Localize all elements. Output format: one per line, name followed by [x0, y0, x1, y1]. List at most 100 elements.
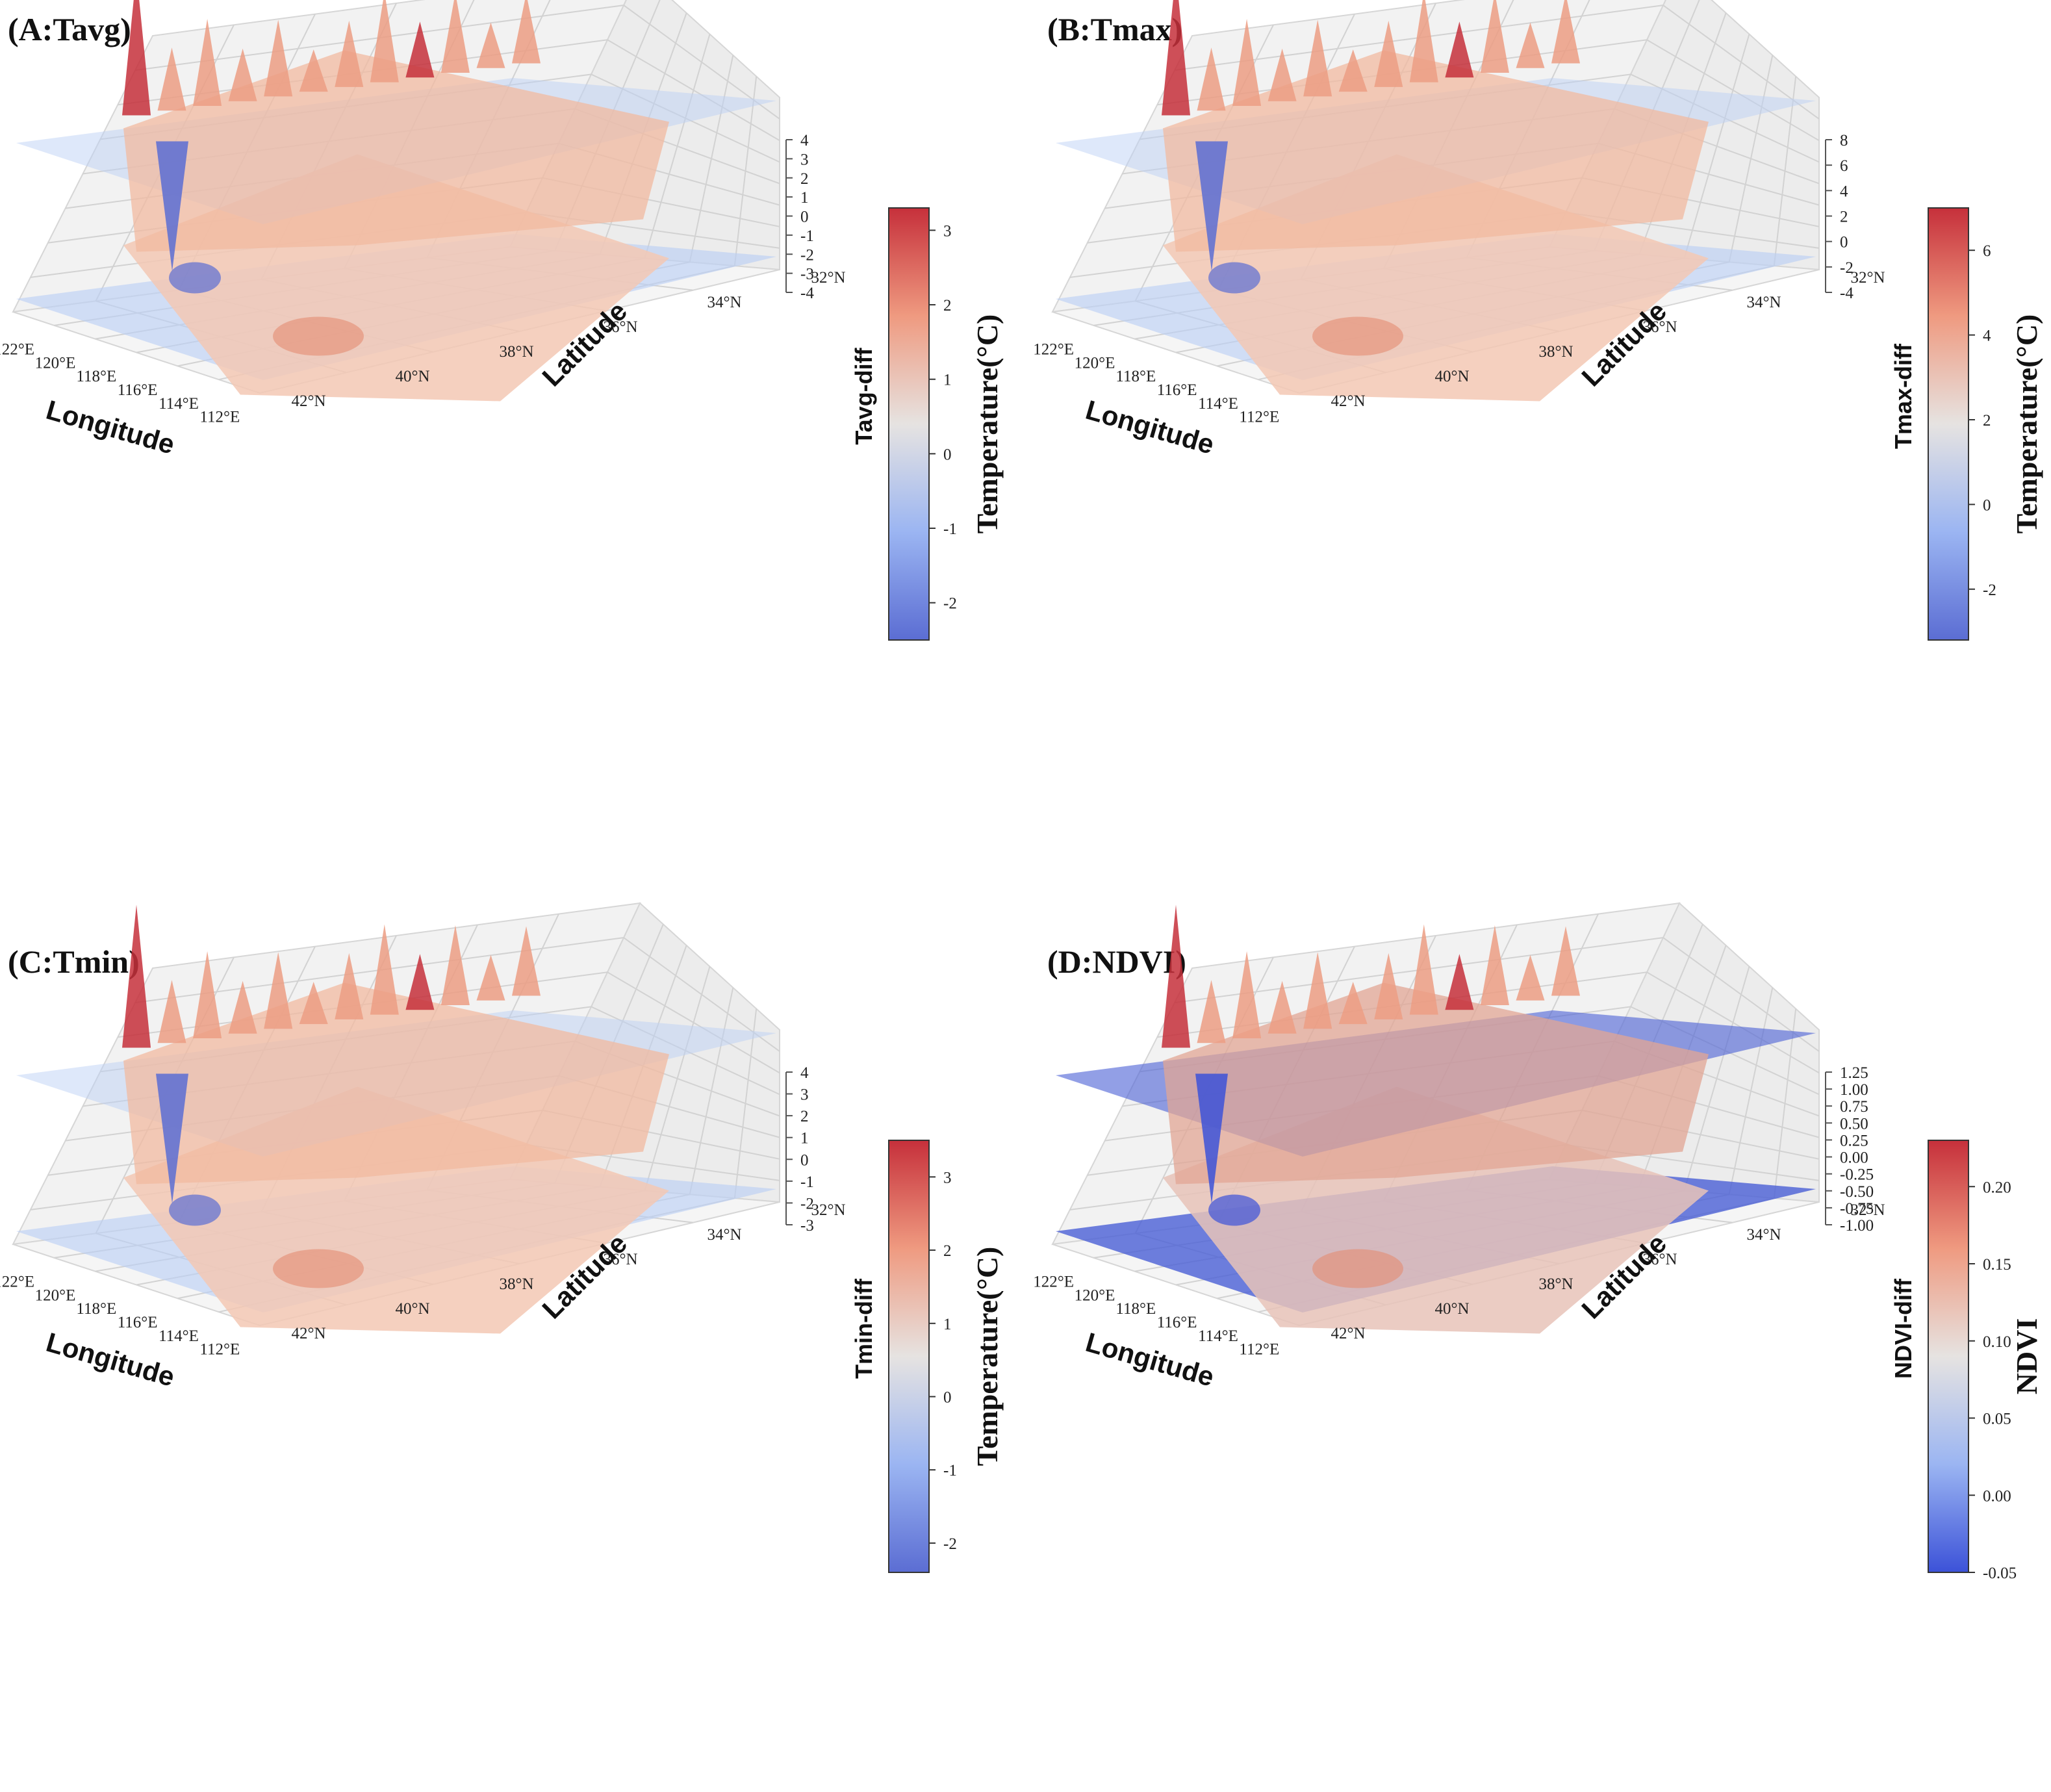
colorbar-tick-label: 4 — [1983, 327, 1991, 345]
surface-peak — [122, 0, 151, 116]
z-tick-label: 4 — [1840, 183, 1848, 200]
colorbar-tick-label: 2 — [1983, 412, 1991, 429]
x-tick-label: 122°E — [0, 340, 34, 358]
surface-peak — [228, 48, 257, 101]
colorbar — [888, 207, 930, 641]
y-tick-label: 40°N — [395, 1300, 429, 1318]
colorbar-tick-label: 2 — [943, 297, 952, 314]
x-axis-label: Longitude — [1082, 1327, 1217, 1392]
y-tick-label: 40°N — [1434, 368, 1469, 385]
panel-title: (A:Tavg) — [8, 11, 131, 47]
z-tick-label: -1 — [800, 227, 814, 245]
colorbar-tick-label: 1 — [943, 1316, 952, 1333]
z-tick-label: 6 — [1840, 157, 1848, 175]
y-tick-label: 42°N — [1331, 1325, 1365, 1342]
surface-peak — [476, 954, 505, 1001]
x-axis-label: Longitude — [43, 394, 178, 460]
y-tick-label: 36°N — [1642, 318, 1677, 336]
surface-body — [1163, 50, 1709, 252]
projection-cold-spot — [169, 1194, 221, 1226]
y-tick-label: 42°N — [291, 1325, 325, 1342]
colorbar — [1928, 1140, 1969, 1573]
z-tick-label: 1.00 — [1840, 1081, 1868, 1099]
colorbar-label: Temperature(°C) — [971, 1247, 1004, 1466]
surface-peak — [1162, 904, 1190, 1048]
grid-line — [1174, 5, 1820, 120]
projection-warm-spot — [1312, 316, 1403, 356]
surface-body — [123, 50, 669, 252]
x-tick-label: 114°E — [159, 1327, 199, 1345]
surface-peak — [1268, 48, 1297, 101]
projection-warm-spot — [1312, 1249, 1403, 1288]
y-tick-label: 36°N — [1642, 1251, 1677, 1268]
y-tick-label: 38°N — [499, 343, 533, 361]
z-tick-label: 1 — [800, 1130, 809, 1147]
x-tick-label: 116°E — [1157, 381, 1197, 399]
panel-b: (B:Tmax) 8 6 4 2 0 -2 -4 Tmax-diff 122°E120°E118°… — [1033, 0, 2043, 641]
y-tick-label: 36°N — [603, 1251, 637, 1268]
surface-body — [1163, 982, 1709, 1184]
z-tick-label: 3 — [800, 151, 809, 168]
y-tick-label: 32°N — [1850, 269, 1885, 287]
colorbar-tick-label: 3 — [943, 222, 952, 240]
panel-title: (D:NDVI) — [1047, 943, 1186, 980]
colorbar-tick-label: 0.05 — [1983, 1411, 2011, 1428]
surface-peak — [1338, 982, 1368, 1025]
y-tick-label: 40°N — [395, 368, 429, 385]
surface-peaks — [1162, 904, 1580, 1048]
z-tick-label: 0 — [800, 1151, 809, 1169]
colorbar-tick-label: 0 — [943, 1389, 952, 1406]
z-tick-label: -3 — [800, 266, 814, 283]
panel-c: (C:Tmin)43210-1-2-3Tmin-diff122°E120°E11… — [0, 902, 1004, 1573]
colorbar-tick-label: 0 — [1983, 496, 1991, 514]
surface-peak — [1374, 20, 1403, 87]
z-tick-label: 0.75 — [1840, 1098, 1868, 1116]
surface-peak — [405, 21, 435, 78]
surface-peak — [1409, 0, 1438, 83]
surface-peak — [1480, 925, 1509, 1005]
surface-peak — [1197, 980, 1226, 1043]
surface-peak — [157, 47, 186, 111]
z-tick-label: -2 — [800, 1195, 814, 1212]
surface-peak — [440, 925, 470, 1005]
panel-d: (D:NDVI)1.251.000.750.500.250.00-0.25-0.… — [1033, 902, 2043, 1582]
y-tick-label: 38°N — [499, 1275, 533, 1293]
z-tick-label: 8 — [1840, 132, 1848, 149]
colorbar-tick-label: -2 — [943, 595, 957, 613]
surface-peak — [512, 926, 541, 996]
surface-peak — [1551, 0, 1580, 64]
x-tick-label: 120°E — [35, 354, 76, 372]
z-tick-label: 2 — [1840, 209, 1848, 226]
surface-peak — [1338, 49, 1368, 92]
z-tick-label: 0.00 — [1840, 1149, 1868, 1167]
colorbar-tick-label: -2 — [943, 1535, 957, 1553]
z-tick-label: -4 — [1840, 285, 1854, 302]
colorbar-tick-label: 1 — [943, 372, 952, 389]
x-tick-label: 120°E — [1075, 1286, 1115, 1304]
y-tick-label: 34°N — [1746, 294, 1781, 311]
x-tick-label: 114°E — [1198, 1327, 1238, 1345]
x-axis-label: Longitude — [1082, 394, 1217, 460]
x-tick-label: 112°E — [199, 1341, 240, 1359]
x-tick-label: 116°E — [118, 1314, 158, 1331]
surface-peak — [1516, 954, 1545, 1001]
y-tick-label: 34°N — [707, 294, 741, 311]
z-tick-label: -0.75 — [1840, 1200, 1874, 1218]
surface-peak — [1409, 924, 1438, 1015]
surface-peak — [1268, 980, 1297, 1034]
y-tick-label: 36°N — [603, 318, 637, 336]
z-tick-label: 4 — [800, 1064, 809, 1082]
surface-body — [123, 982, 669, 1184]
surface-peak — [1480, 0, 1509, 73]
z-tick-label: 1.25 — [1840, 1064, 1868, 1082]
colorbar-tick-label: 0.00 — [1983, 1487, 2011, 1505]
y-tick-label: 42°N — [1331, 392, 1365, 410]
colorbar-tick-label: 0.15 — [1983, 1256, 2011, 1274]
surface-peak — [1232, 19, 1262, 106]
projection-cold-spot — [1208, 262, 1260, 294]
colorbar-tick-label: 0 — [943, 446, 952, 463]
z-tick-label: 0.25 — [1840, 1132, 1868, 1149]
y-tick-label: 38°N — [1538, 343, 1573, 361]
x-tick-label: 118°E — [76, 1300, 116, 1318]
